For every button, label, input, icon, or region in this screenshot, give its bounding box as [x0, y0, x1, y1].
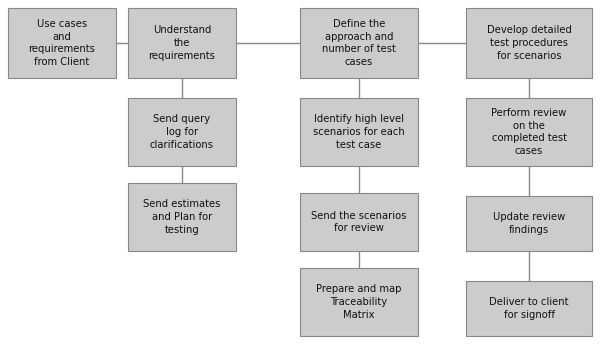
Text: Send the scenarios
for review: Send the scenarios for review — [311, 211, 407, 234]
Text: Use cases
and
requirements
from Client: Use cases and requirements from Client — [29, 19, 95, 67]
FancyBboxPatch shape — [466, 8, 592, 78]
FancyBboxPatch shape — [300, 193, 418, 251]
FancyBboxPatch shape — [128, 8, 236, 78]
Text: Understand
the
requirements: Understand the requirements — [149, 25, 215, 61]
FancyBboxPatch shape — [466, 98, 592, 166]
Text: Develop detailed
test procedures
for scenarios: Develop detailed test procedures for sce… — [487, 25, 571, 61]
FancyBboxPatch shape — [300, 268, 418, 336]
Text: Send query
log for
clarifications: Send query log for clarifications — [150, 114, 214, 150]
Text: Deliver to client
for signoff: Deliver to client for signoff — [489, 297, 569, 320]
Text: Define the
approach and
number of test
cases: Define the approach and number of test c… — [322, 19, 396, 67]
FancyBboxPatch shape — [466, 196, 592, 251]
FancyBboxPatch shape — [128, 183, 236, 251]
FancyBboxPatch shape — [300, 98, 418, 166]
Text: Identify high level
scenarios for each
test case: Identify high level scenarios for each t… — [313, 114, 405, 150]
Text: Prepare and map
Traceability
Matrix: Prepare and map Traceability Matrix — [316, 284, 401, 320]
FancyBboxPatch shape — [128, 98, 236, 166]
FancyBboxPatch shape — [8, 8, 116, 78]
FancyBboxPatch shape — [466, 281, 592, 336]
Text: Perform review
on the
completed test
cases: Perform review on the completed test cas… — [491, 108, 566, 156]
Text: Send estimates
and Plan for
testing: Send estimates and Plan for testing — [143, 199, 221, 235]
FancyBboxPatch shape — [300, 8, 418, 78]
Text: Update review
findings: Update review findings — [493, 212, 565, 235]
